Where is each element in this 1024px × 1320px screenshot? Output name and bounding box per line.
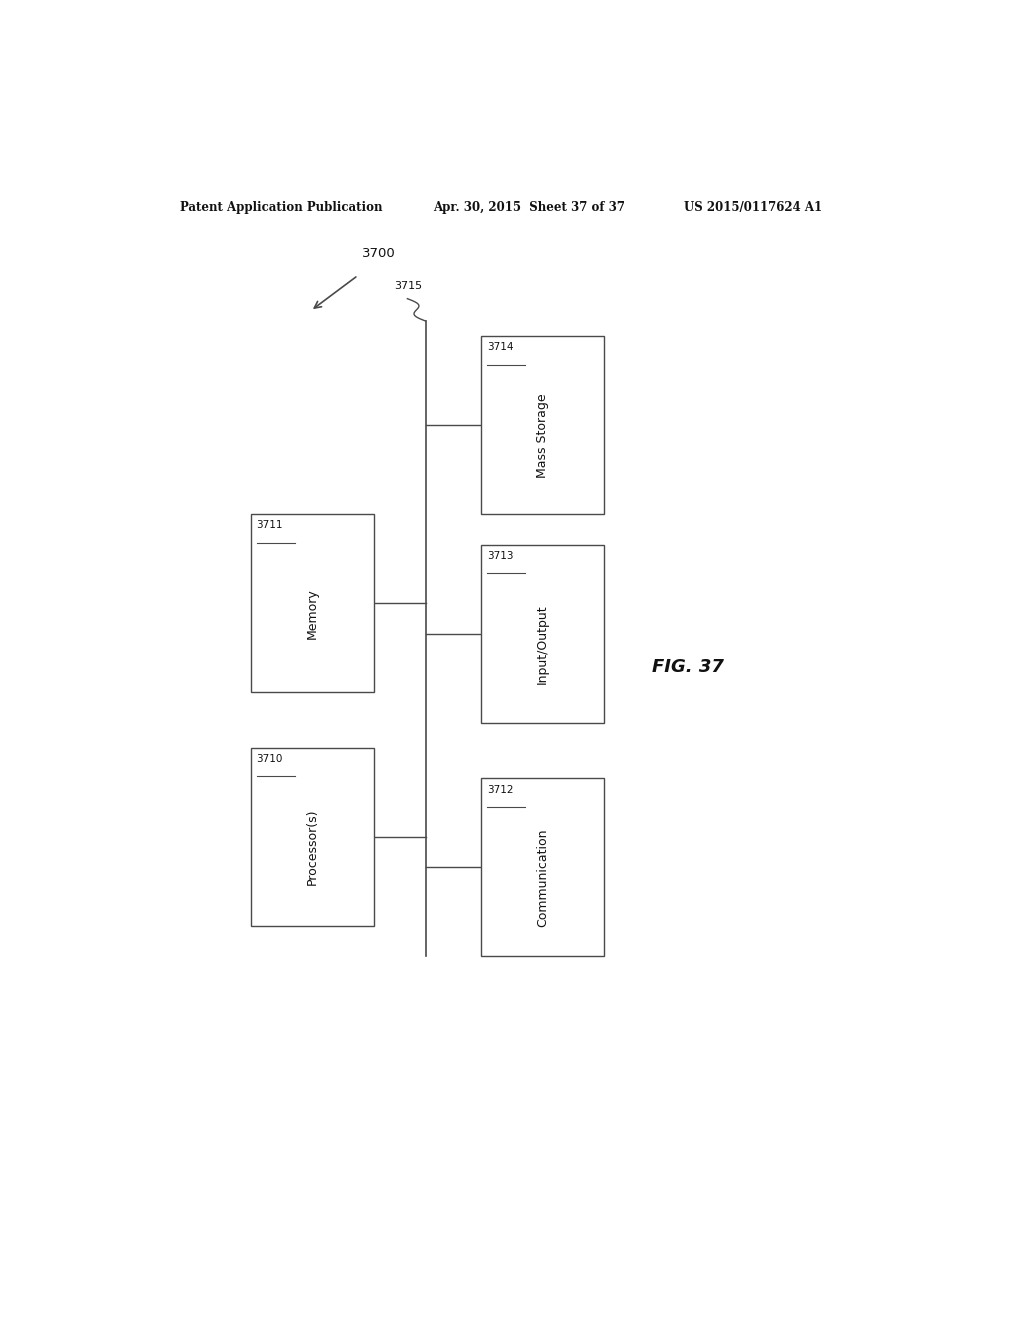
Text: Mass Storage: Mass Storage	[537, 393, 549, 478]
Text: 3715: 3715	[394, 281, 422, 290]
Text: 3714: 3714	[486, 342, 513, 352]
Text: 3710: 3710	[257, 754, 283, 764]
Bar	[481, 779, 604, 956]
Text: Patent Application Publication: Patent Application Publication	[179, 201, 382, 214]
Text: FIG. 37: FIG. 37	[652, 657, 724, 676]
Text: Memory: Memory	[306, 587, 319, 639]
Text: 3712: 3712	[486, 784, 513, 795]
Text: Input/Output: Input/Output	[537, 605, 549, 684]
Text: Apr. 30, 2015  Sheet 37 of 37: Apr. 30, 2015 Sheet 37 of 37	[433, 201, 626, 214]
Text: US 2015/0117624 A1: US 2015/0117624 A1	[684, 201, 821, 214]
Bar	[251, 748, 374, 925]
Bar	[481, 337, 604, 515]
Text: 3713: 3713	[486, 550, 513, 561]
Text: Communication: Communication	[537, 828, 549, 927]
Bar	[251, 515, 374, 692]
Text: Processor(s): Processor(s)	[306, 809, 319, 886]
Text: 3711: 3711	[257, 520, 283, 531]
Bar	[481, 545, 604, 722]
Text: 3700: 3700	[362, 247, 396, 260]
